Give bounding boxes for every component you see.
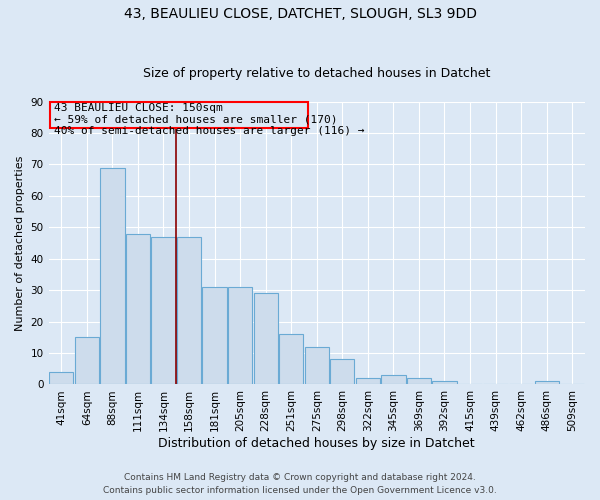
Bar xyxy=(126,234,150,384)
Bar xyxy=(177,236,201,384)
Bar xyxy=(433,382,457,384)
Text: Contains public sector information licensed under the Open Government Licence v3: Contains public sector information licen… xyxy=(103,486,497,495)
Bar xyxy=(407,378,431,384)
Bar xyxy=(254,294,278,384)
X-axis label: Distribution of detached houses by size in Datchet: Distribution of detached houses by size … xyxy=(158,437,475,450)
Bar xyxy=(151,236,176,384)
Bar xyxy=(228,287,252,384)
Bar xyxy=(330,360,355,384)
Text: 43, BEAULIEU CLOSE, DATCHET, SLOUGH, SL3 9DD: 43, BEAULIEU CLOSE, DATCHET, SLOUGH, SL3… xyxy=(124,8,476,22)
Bar xyxy=(75,338,99,384)
Y-axis label: Number of detached properties: Number of detached properties xyxy=(15,156,25,330)
Text: 43 BEAULIEU CLOSE: 150sqm
← 59% of detached houses are smaller (170)
40% of semi: 43 BEAULIEU CLOSE: 150sqm ← 59% of detac… xyxy=(53,103,364,136)
FancyBboxPatch shape xyxy=(50,102,308,128)
Text: Contains HM Land Registry data © Crown copyright and database right 2024.: Contains HM Land Registry data © Crown c… xyxy=(124,474,476,482)
Bar xyxy=(279,334,304,384)
Bar xyxy=(381,375,406,384)
Title: Size of property relative to detached houses in Datchet: Size of property relative to detached ho… xyxy=(143,66,490,80)
Bar xyxy=(202,287,227,384)
Bar xyxy=(100,168,125,384)
Bar xyxy=(356,378,380,384)
Bar xyxy=(49,372,73,384)
Bar xyxy=(305,346,329,385)
Bar xyxy=(535,382,559,384)
